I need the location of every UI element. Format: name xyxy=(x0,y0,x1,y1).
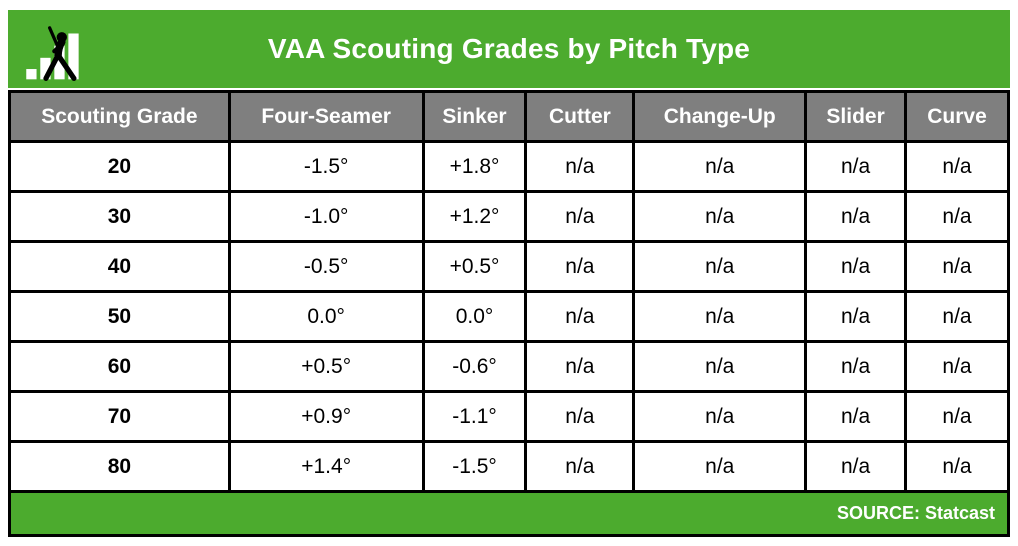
value-cell-cutter: n/a xyxy=(524,440,636,493)
table-body: 20 -1.5° +1.8° n/a n/a n/a n/a 30 -1.0° +1.2° n/a n… xyxy=(8,140,1010,493)
value-cell-four-seamer: +0.5° xyxy=(227,340,425,393)
value-cell-cutter: n/a xyxy=(524,140,636,193)
column-header-curve: Curve xyxy=(904,90,1010,143)
grade-cell: 70 xyxy=(8,390,231,443)
header-row: Scouting Grade Four-Seamer Sinker Cutter Cha… xyxy=(8,90,1010,143)
table-row-grade-20: 20 -1.5° +1.8° n/a n/a n/a n/a xyxy=(8,140,1010,193)
value-cell-change-up: n/a xyxy=(632,190,808,243)
value-cell-four-seamer: +0.9° xyxy=(227,390,425,443)
table-row-grade-60: 60 +0.5° -0.6° n/a n/a n/a n/a xyxy=(8,340,1010,393)
grade-cell: 50 xyxy=(8,290,231,343)
value-cell-change-up: n/a xyxy=(632,240,808,293)
column-header-four-seamer: Four-Seamer xyxy=(227,90,425,143)
value-cell-cutter: n/a xyxy=(524,190,636,243)
value-cell-cutter: n/a xyxy=(524,290,636,343)
title-bar: VAA Scouting Grades by Pitch Type xyxy=(8,10,1010,88)
value-cell-cutter: n/a xyxy=(524,240,636,293)
value-cell-change-up: n/a xyxy=(632,390,808,443)
source-note: SOURCE: Statcast xyxy=(8,490,1010,537)
value-cell-sinker: -1.5° xyxy=(421,440,528,493)
grade-cell: 30 xyxy=(8,190,231,243)
value-cell-curve: n/a xyxy=(904,390,1010,443)
value-cell-curve: n/a xyxy=(904,140,1010,193)
footer-row: SOURCE: Statcast xyxy=(8,490,1010,537)
value-cell-curve: n/a xyxy=(904,440,1010,493)
value-cell-four-seamer: +1.4° xyxy=(227,440,425,493)
value-cell-four-seamer: 0.0° xyxy=(227,290,425,343)
grade-cell: 60 xyxy=(8,340,231,393)
value-cell-sinker: 0.0° xyxy=(421,290,528,343)
value-cell-slider: n/a xyxy=(804,140,908,193)
value-cell-sinker: -0.6° xyxy=(421,340,528,393)
vaa-grades-table: Scouting Grade Four-Seamer Sinker Cutter Cha… xyxy=(8,90,1010,537)
value-cell-change-up: n/a xyxy=(632,290,808,343)
column-header-change-up: Change-Up xyxy=(632,90,808,143)
column-header-scouting-grade: Scouting Grade xyxy=(8,90,231,143)
value-cell-slider: n/a xyxy=(804,340,908,393)
value-cell-change-up: n/a xyxy=(632,440,808,493)
grade-cell: 40 xyxy=(8,240,231,293)
value-cell-sinker: +0.5° xyxy=(421,240,528,293)
table-row-grade-50: 50 0.0° 0.0° n/a n/a n/a n/a xyxy=(8,290,1010,343)
value-cell-change-up: n/a xyxy=(632,340,808,393)
value-cell-curve: n/a xyxy=(904,240,1010,293)
value-cell-slider: n/a xyxy=(804,240,908,293)
table-row-grade-70: 70 +0.9° -1.1° n/a n/a n/a n/a xyxy=(8,390,1010,443)
value-cell-sinker: +1.2° xyxy=(421,190,528,243)
table-row-grade-30: 30 -1.0° +1.2° n/a n/a n/a n/a xyxy=(8,190,1010,243)
value-cell-change-up: n/a xyxy=(632,140,808,193)
value-cell-sinker: +1.8° xyxy=(421,140,528,193)
value-cell-cutter: n/a xyxy=(524,340,636,393)
vaa-grades-card: VAA Scouting Grades by Pitch Type Scouti… xyxy=(8,10,1010,537)
table-row-grade-40: 40 -0.5° +0.5° n/a n/a n/a n/a xyxy=(8,240,1010,293)
batter-bar-chart-logo-icon xyxy=(26,26,79,81)
value-cell-curve: n/a xyxy=(904,190,1010,243)
value-cell-curve: n/a xyxy=(904,290,1010,343)
value-cell-slider: n/a xyxy=(804,290,908,343)
value-cell-slider: n/a xyxy=(804,390,908,443)
value-cell-curve: n/a xyxy=(904,340,1010,393)
table-row-grade-80: 80 +1.4° -1.5° n/a n/a n/a n/a xyxy=(8,440,1010,493)
value-cell-cutter: n/a xyxy=(524,390,636,443)
value-cell-four-seamer: -1.5° xyxy=(227,140,425,193)
column-header-cutter: Cutter xyxy=(524,90,636,143)
grade-cell: 80 xyxy=(8,440,231,493)
column-header-sinker: Sinker xyxy=(421,90,528,143)
page-title: VAA Scouting Grades by Pitch Type xyxy=(267,33,751,64)
value-cell-slider: n/a xyxy=(804,190,908,243)
value-cell-four-seamer: -0.5° xyxy=(227,240,425,293)
value-cell-sinker: -1.1° xyxy=(421,390,528,443)
value-cell-slider: n/a xyxy=(804,440,908,493)
column-header-slider: Slider xyxy=(804,90,908,143)
value-cell-four-seamer: -1.0° xyxy=(227,190,425,243)
grade-cell: 20 xyxy=(8,140,231,193)
